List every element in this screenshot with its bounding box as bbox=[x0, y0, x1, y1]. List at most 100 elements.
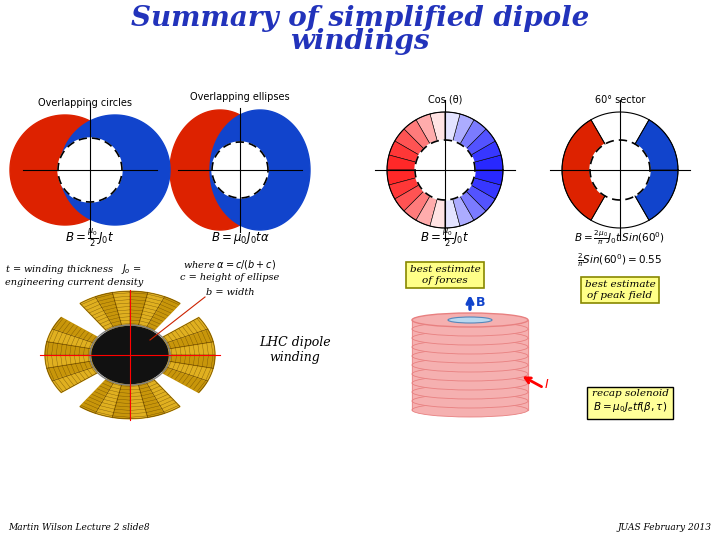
Polygon shape bbox=[53, 318, 63, 330]
Polygon shape bbox=[104, 397, 117, 402]
Polygon shape bbox=[58, 138, 122, 202]
Wedge shape bbox=[416, 196, 437, 226]
Polygon shape bbox=[140, 386, 150, 390]
Polygon shape bbox=[164, 343, 169, 349]
Polygon shape bbox=[139, 322, 148, 326]
Polygon shape bbox=[91, 361, 96, 367]
Polygon shape bbox=[83, 300, 99, 308]
Polygon shape bbox=[101, 402, 116, 408]
Wedge shape bbox=[445, 170, 486, 220]
Polygon shape bbox=[130, 325, 138, 328]
Polygon shape bbox=[81, 332, 89, 340]
Polygon shape bbox=[117, 309, 130, 312]
Polygon shape bbox=[102, 322, 112, 328]
Polygon shape bbox=[160, 302, 175, 310]
Polygon shape bbox=[415, 140, 475, 200]
Polygon shape bbox=[130, 382, 138, 385]
Polygon shape bbox=[162, 336, 169, 343]
Polygon shape bbox=[168, 355, 173, 362]
Polygon shape bbox=[190, 377, 200, 389]
Polygon shape bbox=[157, 308, 171, 315]
Polygon shape bbox=[130, 400, 143, 403]
Polygon shape bbox=[86, 399, 101, 406]
Polygon shape bbox=[166, 329, 213, 349]
Polygon shape bbox=[163, 405, 180, 413]
Polygon shape bbox=[50, 342, 55, 355]
Ellipse shape bbox=[448, 317, 492, 323]
Polygon shape bbox=[412, 392, 528, 401]
Polygon shape bbox=[138, 326, 146, 329]
Polygon shape bbox=[60, 115, 170, 225]
Polygon shape bbox=[107, 314, 119, 319]
Polygon shape bbox=[107, 328, 115, 333]
Polygon shape bbox=[88, 306, 102, 313]
Polygon shape bbox=[181, 337, 187, 346]
Polygon shape bbox=[164, 361, 169, 367]
Polygon shape bbox=[171, 332, 179, 340]
Polygon shape bbox=[55, 332, 63, 343]
Polygon shape bbox=[179, 347, 183, 355]
Polygon shape bbox=[194, 319, 205, 331]
Polygon shape bbox=[149, 384, 160, 390]
Polygon shape bbox=[110, 320, 121, 324]
Polygon shape bbox=[116, 305, 130, 308]
Ellipse shape bbox=[412, 385, 528, 399]
Polygon shape bbox=[64, 376, 74, 387]
Polygon shape bbox=[207, 342, 212, 355]
Polygon shape bbox=[120, 317, 130, 320]
Polygon shape bbox=[112, 323, 122, 328]
Polygon shape bbox=[138, 323, 148, 328]
Polygon shape bbox=[80, 405, 96, 413]
Polygon shape bbox=[88, 397, 102, 404]
Polygon shape bbox=[53, 380, 63, 393]
Polygon shape bbox=[118, 313, 130, 316]
Polygon shape bbox=[63, 365, 70, 376]
Polygon shape bbox=[143, 397, 156, 402]
Polygon shape bbox=[166, 361, 171, 368]
Polygon shape bbox=[67, 325, 76, 335]
Polygon shape bbox=[155, 311, 168, 318]
Polygon shape bbox=[112, 291, 130, 326]
Polygon shape bbox=[200, 330, 208, 343]
Polygon shape bbox=[69, 355, 73, 365]
Polygon shape bbox=[112, 384, 121, 388]
Polygon shape bbox=[80, 297, 96, 305]
Polygon shape bbox=[130, 403, 145, 407]
Polygon shape bbox=[130, 315, 141, 318]
Polygon shape bbox=[163, 318, 207, 343]
Polygon shape bbox=[156, 309, 169, 316]
Polygon shape bbox=[112, 322, 121, 326]
Polygon shape bbox=[50, 355, 55, 367]
Polygon shape bbox=[138, 382, 148, 386]
Text: I: I bbox=[545, 379, 549, 392]
Polygon shape bbox=[76, 338, 81, 347]
Wedge shape bbox=[430, 112, 445, 141]
Polygon shape bbox=[120, 386, 130, 389]
Polygon shape bbox=[174, 348, 178, 355]
Polygon shape bbox=[159, 304, 174, 312]
Polygon shape bbox=[146, 295, 163, 301]
Polygon shape bbox=[145, 328, 153, 333]
Polygon shape bbox=[92, 392, 105, 399]
Polygon shape bbox=[89, 361, 94, 368]
Polygon shape bbox=[60, 366, 67, 377]
Polygon shape bbox=[87, 355, 91, 362]
Text: 60° sector: 60° sector bbox=[595, 95, 645, 105]
Polygon shape bbox=[143, 399, 157, 404]
Text: LHC dipole
winding: LHC dipole winding bbox=[259, 336, 330, 364]
Polygon shape bbox=[166, 334, 174, 341]
Polygon shape bbox=[53, 343, 58, 355]
Polygon shape bbox=[150, 319, 161, 325]
Polygon shape bbox=[117, 397, 130, 401]
Polygon shape bbox=[62, 377, 72, 388]
Polygon shape bbox=[130, 303, 145, 307]
Polygon shape bbox=[168, 348, 173, 355]
Polygon shape bbox=[83, 402, 99, 410]
Polygon shape bbox=[60, 377, 70, 389]
Text: JUAS February 2013: JUAS February 2013 bbox=[618, 523, 712, 532]
Wedge shape bbox=[445, 129, 495, 170]
Polygon shape bbox=[101, 302, 116, 308]
Polygon shape bbox=[130, 409, 146, 413]
Polygon shape bbox=[130, 411, 147, 415]
Polygon shape bbox=[160, 400, 175, 408]
